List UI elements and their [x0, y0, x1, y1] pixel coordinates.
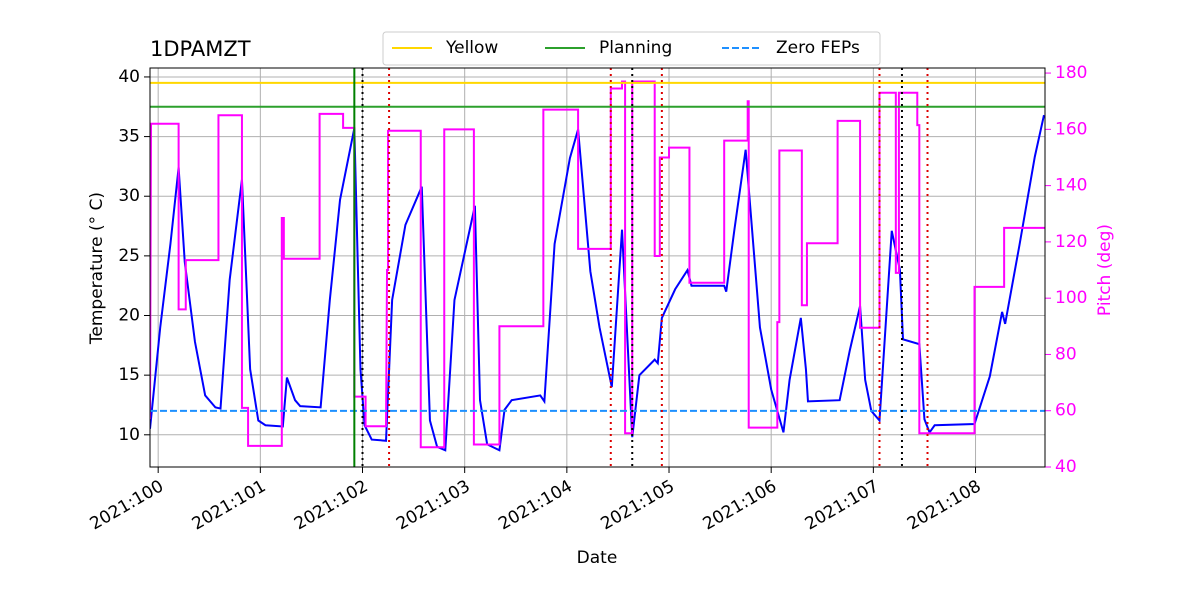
y-tick-label: 35 — [118, 127, 140, 147]
x-tick-label: 2021:101 — [189, 476, 270, 534]
legend-label: Zero FEPs — [776, 38, 860, 58]
x-tick-label: 2021:104 — [495, 476, 576, 534]
y-tick-label: 25 — [118, 246, 140, 266]
x-tick-label: 2021:106 — [700, 476, 781, 534]
y-tick-label: 15 — [118, 365, 140, 385]
x-tick-label: 2021:107 — [802, 476, 883, 534]
y2-tick-label: 160 — [1055, 119, 1087, 139]
x-tick-label: 2021:102 — [291, 476, 372, 534]
x-axis-label: Date — [577, 548, 618, 568]
y2-tick-label: 180 — [1055, 63, 1087, 83]
data-line — [150, 114, 1045, 452]
y2-tick-label: 140 — [1055, 176, 1087, 196]
legend-label: Yellow — [445, 38, 498, 58]
y-axis-label: Temperature (° C) — [87, 192, 107, 345]
y-tick-label: 10 — [118, 425, 140, 445]
legend-box — [382, 31, 881, 66]
chart-title: 1DPAMZT — [150, 37, 251, 61]
y-tick-label: 30 — [118, 186, 140, 206]
y2-axis-label: Pitch (deg) — [1095, 224, 1115, 316]
x-tick-label: 2021:105 — [597, 476, 678, 534]
x-tick-label: 2021:100 — [87, 476, 168, 534]
y-tick-label: 40 — [118, 67, 140, 87]
y2-tick-label: 40 — [1055, 457, 1077, 477]
y2-tick-label: 60 — [1055, 401, 1077, 421]
y-tick-label: 20 — [118, 306, 140, 326]
x-tick-label: 2021:103 — [393, 476, 474, 534]
legend-label: Planning — [599, 38, 672, 58]
y2-tick-label: 80 — [1055, 344, 1077, 364]
plot-frame — [149, 67, 1046, 468]
x-tick-label: 2021:108 — [904, 476, 985, 534]
data-line — [150, 80, 1045, 449]
y2-tick-label: 120 — [1055, 232, 1087, 252]
y2-tick-label: 100 — [1055, 288, 1087, 308]
